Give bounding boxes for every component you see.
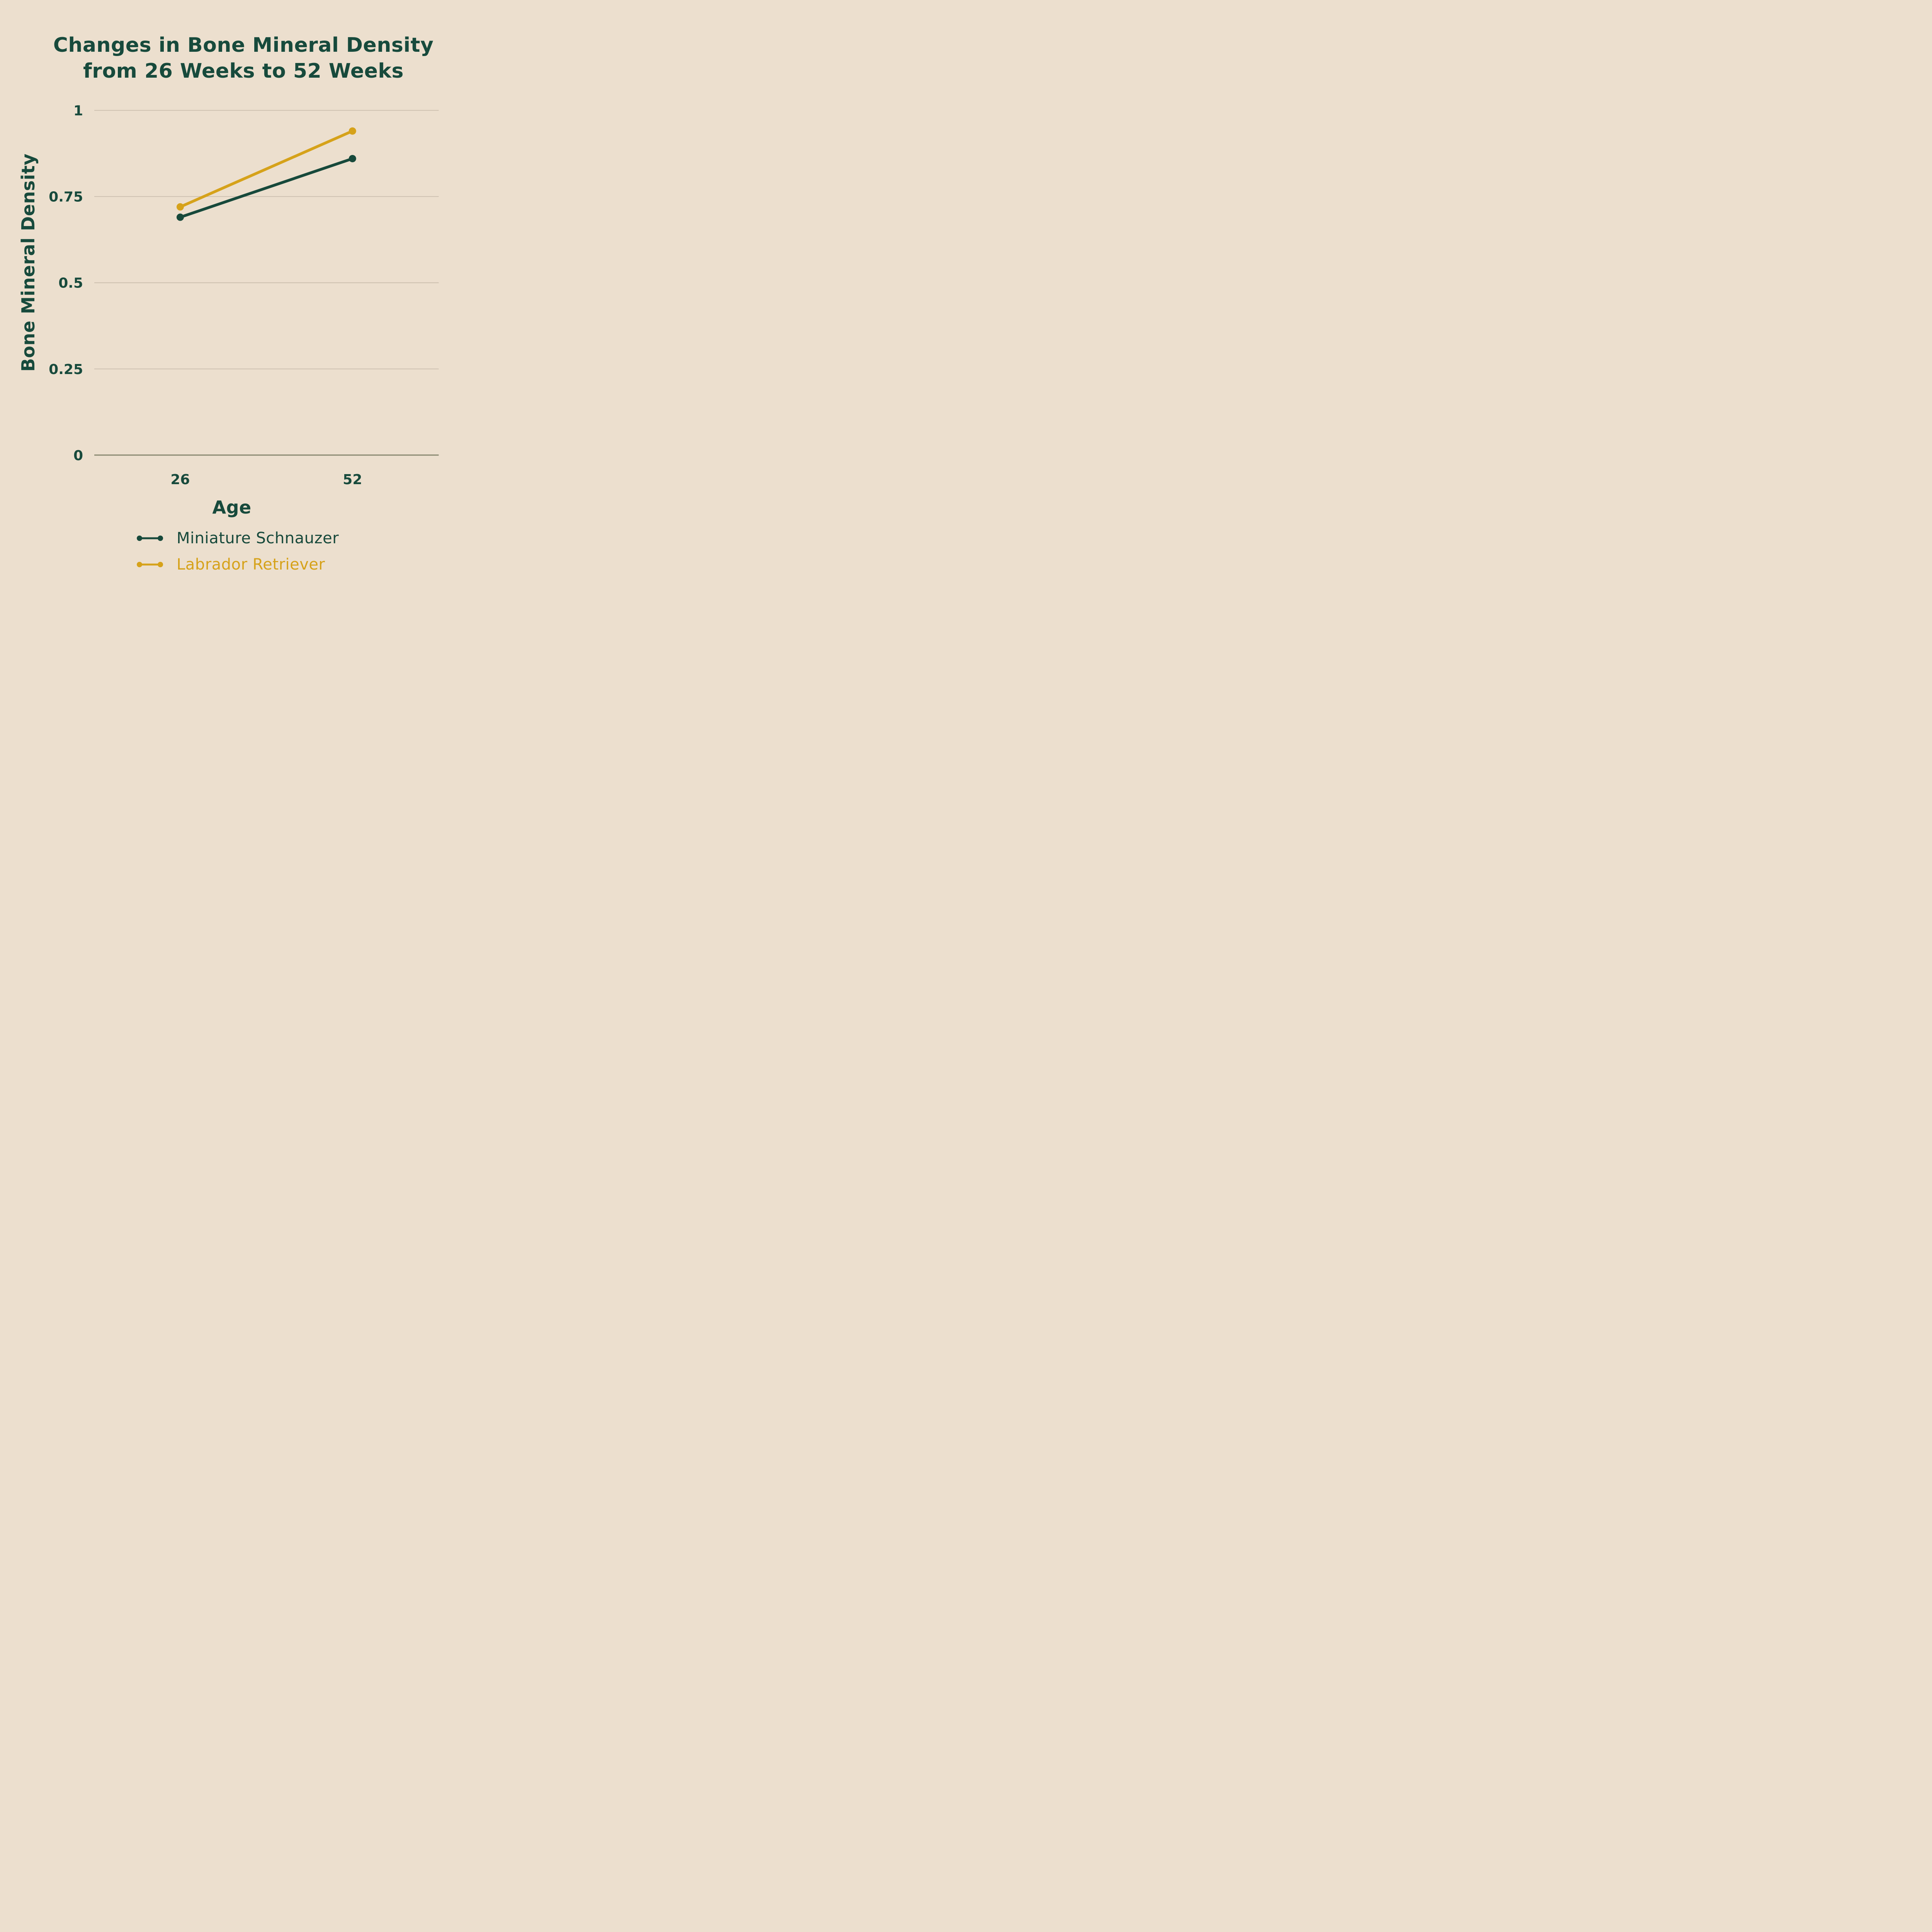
y-tick-label-1: 1 bbox=[73, 103, 83, 119]
y-tick-label-0.5: 0.5 bbox=[58, 276, 83, 291]
y-tick-labels-group: 1 0.75 0.5 0.25 0 bbox=[49, 103, 83, 464]
legend-marker-dot-left bbox=[137, 562, 142, 567]
legend-marker-icon bbox=[137, 562, 163, 567]
legend-marker-icon bbox=[137, 536, 163, 541]
chart-title: Changes in Bone Mineral Density from 26 … bbox=[23, 32, 464, 84]
legend-label: Labrador Retriever bbox=[177, 556, 325, 573]
legend-marker-dot-left bbox=[137, 536, 142, 541]
plot-area: 1 0.75 0.5 0.25 0 26 52 bbox=[49, 103, 439, 488]
x-tick-label-26: 26 bbox=[170, 472, 190, 488]
y-axis-title: Bone Mineral Density bbox=[18, 153, 39, 372]
series-line bbox=[179, 157, 354, 219]
chart-title-line-1: Changes in Bone Mineral Density bbox=[53, 34, 434, 57]
data-point-52 bbox=[349, 155, 356, 163]
legend-item-labrador-retriever: Labrador Retriever bbox=[136, 555, 339, 574]
chart-title-line-2: from 26 Weeks to 52 Weeks bbox=[83, 59, 404, 83]
x-tick-labels-group: 26 52 bbox=[170, 472, 362, 488]
gridlines-group bbox=[94, 110, 439, 456]
series-line bbox=[179, 129, 354, 209]
legend-item-miniature-schnauzer: Miniature Schnauzer bbox=[136, 529, 339, 548]
series-labrador-retriever bbox=[176, 127, 356, 211]
y-tick-label-0.25: 0.25 bbox=[49, 362, 83, 378]
data-point-26 bbox=[176, 203, 184, 211]
x-axis-title: Age bbox=[212, 497, 252, 518]
y-tick-label-0.75: 0.75 bbox=[49, 189, 83, 205]
y-tick-label-0: 0 bbox=[73, 448, 83, 464]
data-point-52 bbox=[349, 127, 356, 135]
legend-marker-dot-right bbox=[158, 562, 163, 567]
legend-marker-dot-right bbox=[158, 536, 163, 541]
series-miniature-schnauzer bbox=[176, 155, 356, 221]
x-tick-label-52: 52 bbox=[343, 472, 362, 488]
legend-label: Miniature Schnauzer bbox=[177, 529, 339, 547]
bmd-line-chart-page: { "title": { "line1": "Changes in Bone M… bbox=[0, 0, 464, 580]
data-point-26 bbox=[176, 213, 184, 221]
legend: Miniature Schnauzer Labrador Retriever bbox=[136, 529, 339, 574]
